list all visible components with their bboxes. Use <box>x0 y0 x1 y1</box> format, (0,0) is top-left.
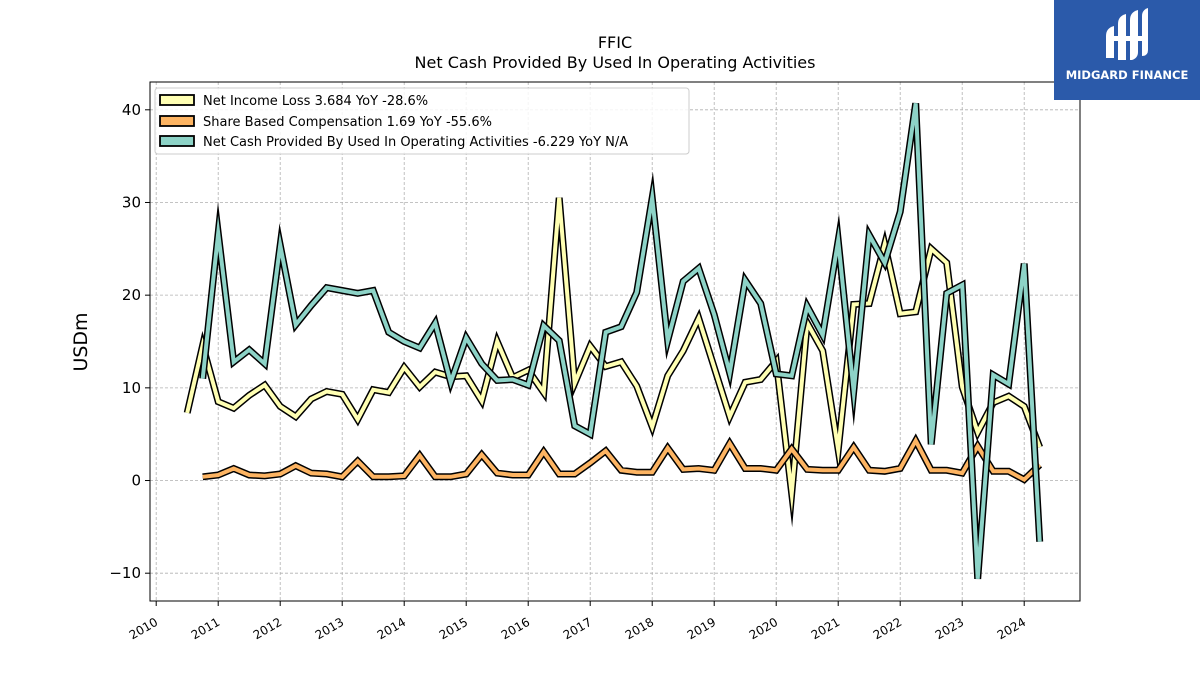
y-tick-label: 10 <box>122 379 141 397</box>
y-tick-label: 40 <box>122 101 141 119</box>
y-tick-label: 30 <box>122 193 141 211</box>
plot-frame <box>149 81 1081 602</box>
legend-entry-net-cash: Net Cash Provided By Used In Operating A… <box>159 135 628 150</box>
brand-logo: MIDGARD FINANCE <box>1054 0 1200 100</box>
legend-swatch-share-based-compensation <box>159 115 195 127</box>
legend: Net Income Loss 3.684 YoY -28.6% Share B… <box>154 87 690 155</box>
chart-title: FFIC <box>598 33 632 52</box>
y-tick-label: 20 <box>122 286 141 304</box>
series-line-0 <box>185 197 1042 513</box>
series-line-2 <box>200 103 1042 579</box>
legend-entry-share-based-compensation: Share Based Compensation 1.69 YoY -55.6% <box>159 115 492 130</box>
y-tick-label: 0 <box>131 472 141 490</box>
grid <box>150 82 1080 601</box>
legend-swatch-net-income <box>159 94 195 106</box>
y-axis-label: USDm <box>70 312 92 371</box>
legend-label-share-based-compensation: Share Based Compensation 1.69 YoY -55.6% <box>203 115 492 130</box>
brand-name: MIDGARD FINANCE <box>1065 68 1189 82</box>
legend-entry-net-income: Net Income Loss 3.684 YoY -28.6% <box>159 94 428 109</box>
legend-label-net-income: Net Income Loss 3.684 YoY -28.6% <box>203 94 428 109</box>
y-axis: −10 0 10 20 30 40 <box>109 101 150 582</box>
series-line-1 <box>202 436 1042 483</box>
legend-label-net-cash: Net Cash Provided By Used In Operating A… <box>203 135 628 150</box>
series-lines <box>183 102 1044 580</box>
brand-mark-icon <box>1106 8 1148 60</box>
chart-subtitle: Net Cash Provided By Used In Operating A… <box>415 53 816 72</box>
legend-swatch-net-cash <box>159 135 195 147</box>
y-tick-label: −10 <box>109 564 141 582</box>
legend-box <box>154 87 690 155</box>
